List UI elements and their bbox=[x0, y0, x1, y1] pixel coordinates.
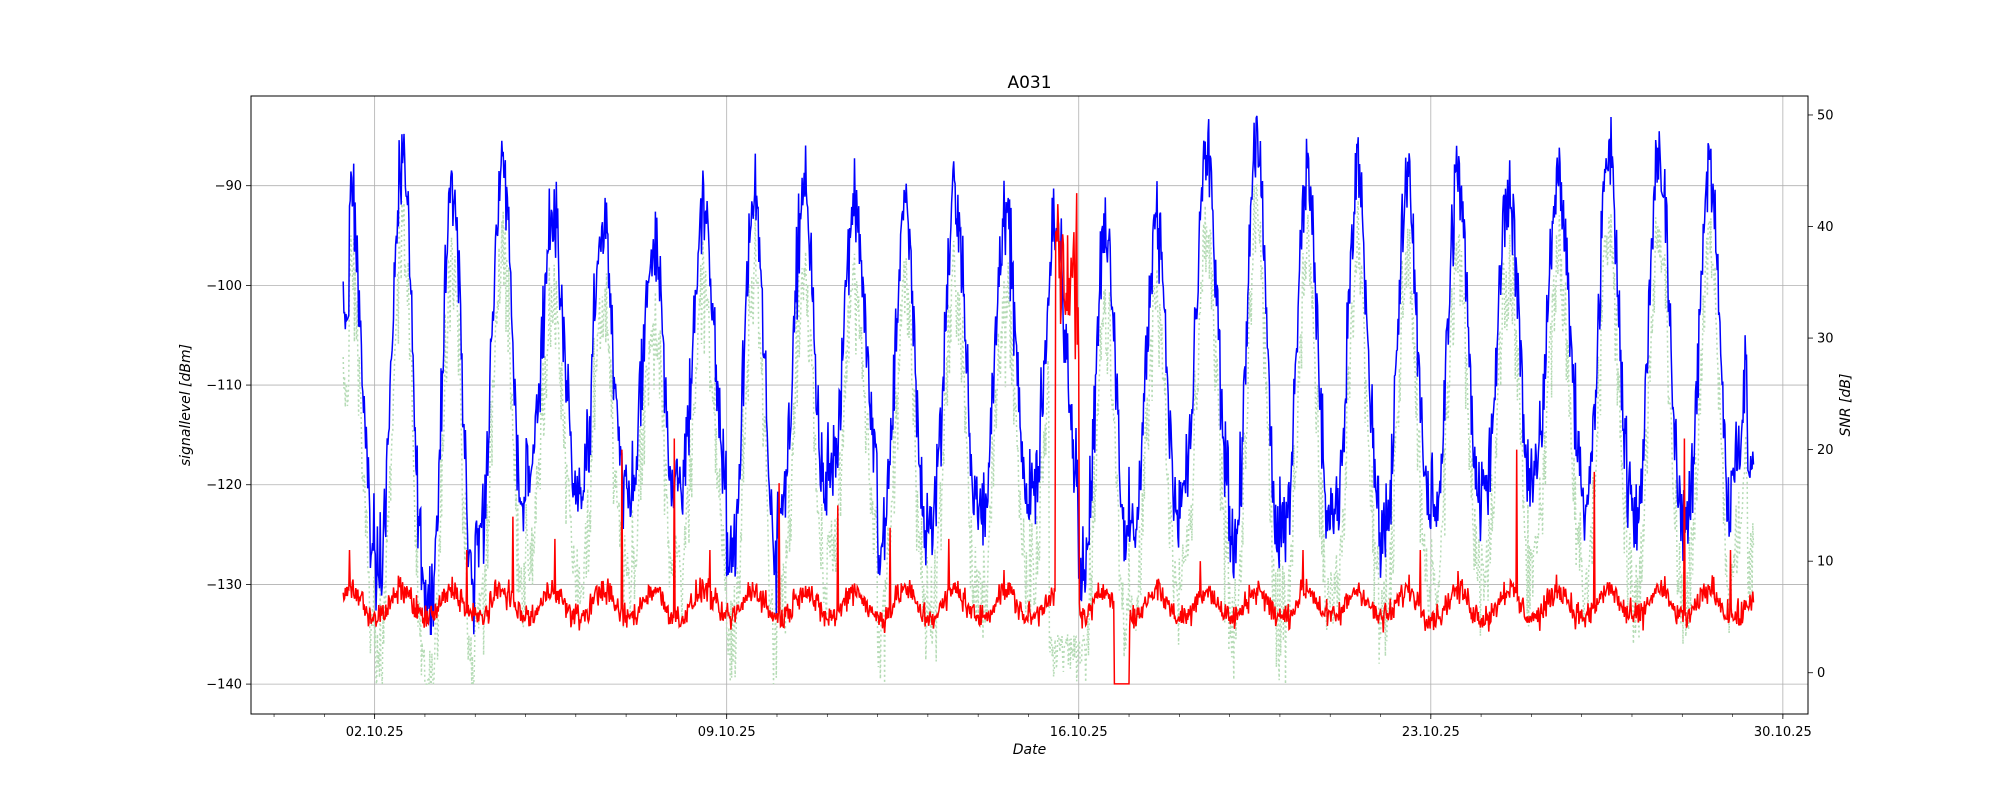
x-tick-label: 09.10.25 bbox=[698, 725, 756, 740]
y-right-tick-label: 40 bbox=[1817, 220, 1834, 235]
series-line-green-dotted bbox=[342, 184, 1755, 685]
x-tick-label: 30.10.25 bbox=[1754, 725, 1812, 740]
y-right-tick-label: 50 bbox=[1817, 108, 1834, 123]
y-left-tick-label: −110 bbox=[206, 379, 242, 394]
y-right-tick-label: 20 bbox=[1817, 443, 1834, 458]
y-left-tick-label: −90 bbox=[215, 179, 242, 194]
x-tick-label: 23.10.25 bbox=[1402, 725, 1460, 740]
series-line-blue-signallevel bbox=[342, 115, 1755, 636]
x-tick-label: 02.10.25 bbox=[346, 725, 404, 740]
plot-frame bbox=[250, 95, 1809, 715]
y-right-tick-label: 10 bbox=[1817, 555, 1834, 570]
y-left-axis-label: signallevel [dBm] bbox=[178, 344, 194, 466]
y-left-tick-label: −140 bbox=[206, 678, 242, 693]
x-tick-label: 16.10.25 bbox=[1050, 725, 1108, 740]
series-line-red-snr bbox=[342, 193, 1755, 685]
chart-title: A031 bbox=[1007, 73, 1051, 93]
y-right-tick-label: 30 bbox=[1817, 332, 1834, 347]
y-right-axis-label: SNR [dB] bbox=[1838, 374, 1854, 437]
y-right-tick-label: 0 bbox=[1817, 666, 1825, 681]
plot-series bbox=[342, 115, 1755, 685]
y-left-tick-label: −120 bbox=[206, 478, 242, 493]
x-axis-label: Date bbox=[1013, 742, 1046, 758]
ticks: 02.10.25 09.10.25 16.10.25 23.10.25 30.10.25… bbox=[206, 108, 1833, 740]
y-left-tick-label: −100 bbox=[206, 279, 242, 294]
y-left-tick-label: −130 bbox=[206, 578, 242, 593]
